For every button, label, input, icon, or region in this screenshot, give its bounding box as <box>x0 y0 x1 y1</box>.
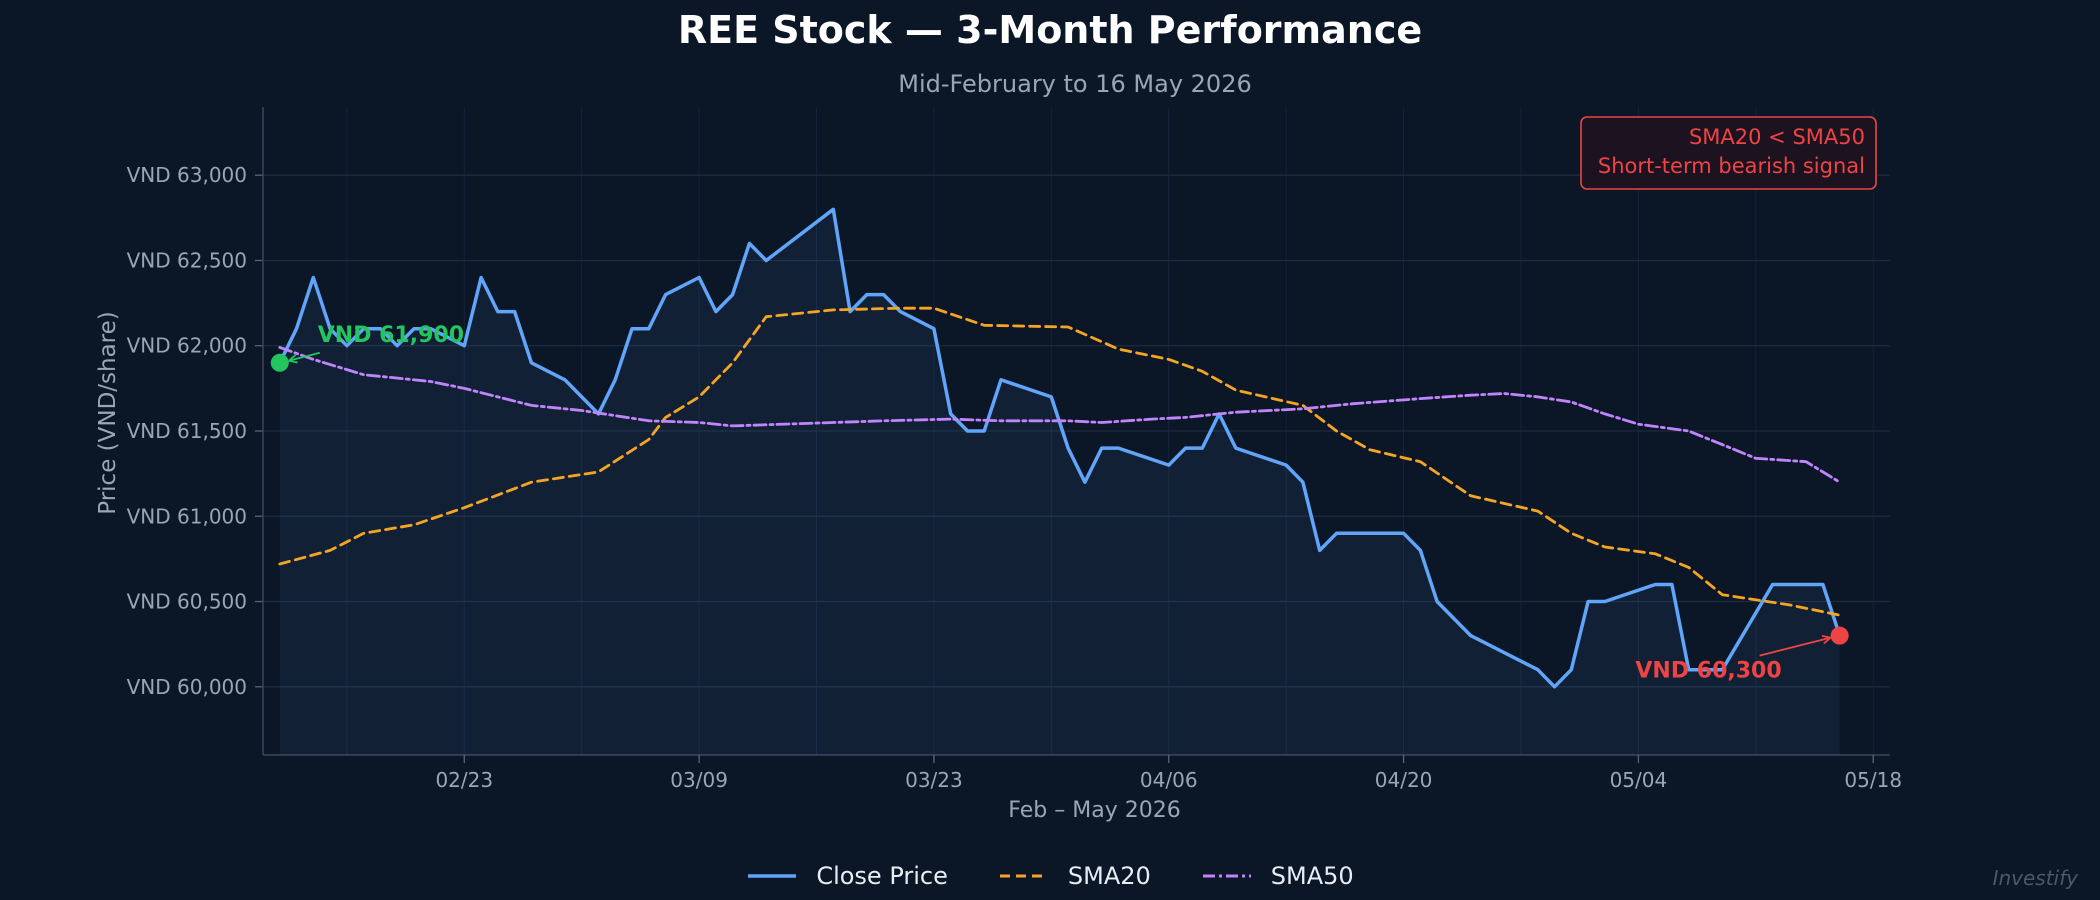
legend-item-sma20: SMA20 <box>998 862 1151 890</box>
legend-swatch-sma50 <box>1202 874 1251 878</box>
series-line-close-price <box>278 207 1842 689</box>
signal-box-line: SMA20 < SMA50 <box>1689 125 1865 149</box>
legend: Close Price SMA20 SMA50 <box>0 862 2100 890</box>
signal-box-frame <box>1580 116 1877 190</box>
y-tick-label: VND 62,500 <box>127 248 247 272</box>
series-line-sma50 <box>278 346 1842 484</box>
x-tick-label: 02/23 <box>435 768 493 792</box>
legend-label-sma50: SMA50 <box>1270 862 1354 890</box>
annotation-label: VND 61,900 <box>318 323 464 348</box>
annotation-marker <box>270 353 289 372</box>
x-tick-label: 03/09 <box>670 768 728 792</box>
annotation-arrow <box>1759 636 1831 657</box>
x-tick-label: 05/04 <box>1610 768 1668 792</box>
y-axis: VND 60,000 VND 60,500 VND 61,000 VND 61,500… <box>127 163 1890 699</box>
chart-subtitle: Mid-February to 16 May 2026 <box>898 70 1252 98</box>
legend-item-close-price: Close Price <box>746 862 948 890</box>
close-price-area <box>279 209 1840 755</box>
x-axis: 02/23 03/09 03/23 04/06 04/20 05/04 05/18 <box>435 755 1902 792</box>
watermark: Investify <box>1992 866 2078 890</box>
legend-swatch-sma20 <box>999 874 1048 878</box>
y-axis-label: Price (VND/share) <box>95 311 121 515</box>
y-tick-label: VND 60,000 <box>127 675 247 699</box>
y-tick-label: VND 63,000 <box>127 163 247 187</box>
y-tick-label: VND 60,500 <box>127 590 247 614</box>
annotation-arrowhead <box>288 354 298 364</box>
y-tick-label: VND 61,000 <box>127 504 247 528</box>
x-tick-label: 04/06 <box>1140 768 1198 792</box>
end-price-annotation: VND 60,300 <box>1635 626 1849 684</box>
series-line-sma20 <box>278 306 1842 617</box>
chart-title: REE Stock — 3-Month Performance <box>677 8 1423 52</box>
annotation-arrowhead <box>1821 634 1832 645</box>
x-tick-label: 05/18 <box>1844 768 1902 792</box>
legend-label-sma20: SMA20 <box>1067 862 1151 890</box>
legend-swatch-close-price <box>748 874 797 878</box>
legend-label-close-price: Close Price <box>816 862 948 890</box>
x-axis-label: Feb – May 2026 <box>1008 798 1180 823</box>
annotation-arrow <box>288 351 320 362</box>
y-tick-label: VND 61,500 <box>127 419 247 443</box>
x-tick-label: 03/23 <box>905 768 963 792</box>
legend-item-sma50: SMA50 <box>1201 862 1354 890</box>
annotation-marker <box>1830 626 1849 645</box>
signal-box-line: Short-term bearish signal <box>1598 154 1865 178</box>
y-tick-label: VND 62,000 <box>127 334 247 358</box>
annotation-label: VND 60,300 <box>1635 659 1781 684</box>
signal-box: SMA20 < SMA50 Short-term bearish signal <box>1580 116 1877 190</box>
start-price-annotation: VND 61,900 <box>270 323 464 372</box>
x-tick-label: 04/20 <box>1375 768 1433 792</box>
